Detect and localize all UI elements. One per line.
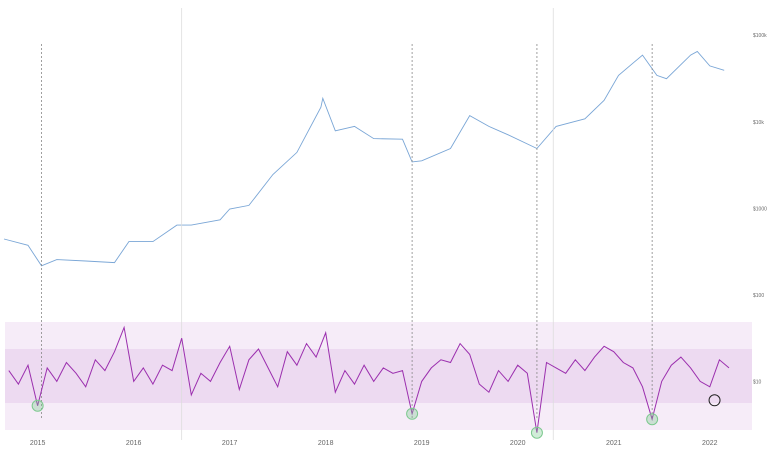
band bbox=[5, 349, 752, 403]
x-tick-label: 2015 bbox=[30, 440, 46, 447]
y-tick-label: $100k bbox=[753, 33, 767, 39]
x-tick-label: 2017 bbox=[222, 440, 238, 447]
x-tick-label: 2021 bbox=[606, 440, 622, 447]
y-tick-label: $1000 bbox=[753, 206, 767, 212]
marker bbox=[31, 399, 44, 412]
x-tick-label: 2018 bbox=[318, 440, 334, 447]
oscillator-line bbox=[8, 325, 730, 433]
x-tick-label: 2019 bbox=[414, 440, 430, 447]
x-tick-label: 2022 bbox=[702, 440, 718, 447]
x-tick-label: 2020 bbox=[510, 440, 526, 447]
marker bbox=[646, 413, 659, 426]
marker bbox=[708, 394, 721, 407]
marker bbox=[406, 407, 419, 420]
y-tick-label: $10k bbox=[753, 120, 764, 126]
marker bbox=[530, 426, 543, 439]
y-tick-label: $100 bbox=[753, 293, 764, 299]
band bbox=[5, 322, 752, 430]
x-tick-label: 2016 bbox=[126, 440, 142, 447]
price-line bbox=[3, 50, 725, 267]
y-tick-label: $10 bbox=[753, 379, 762, 385]
